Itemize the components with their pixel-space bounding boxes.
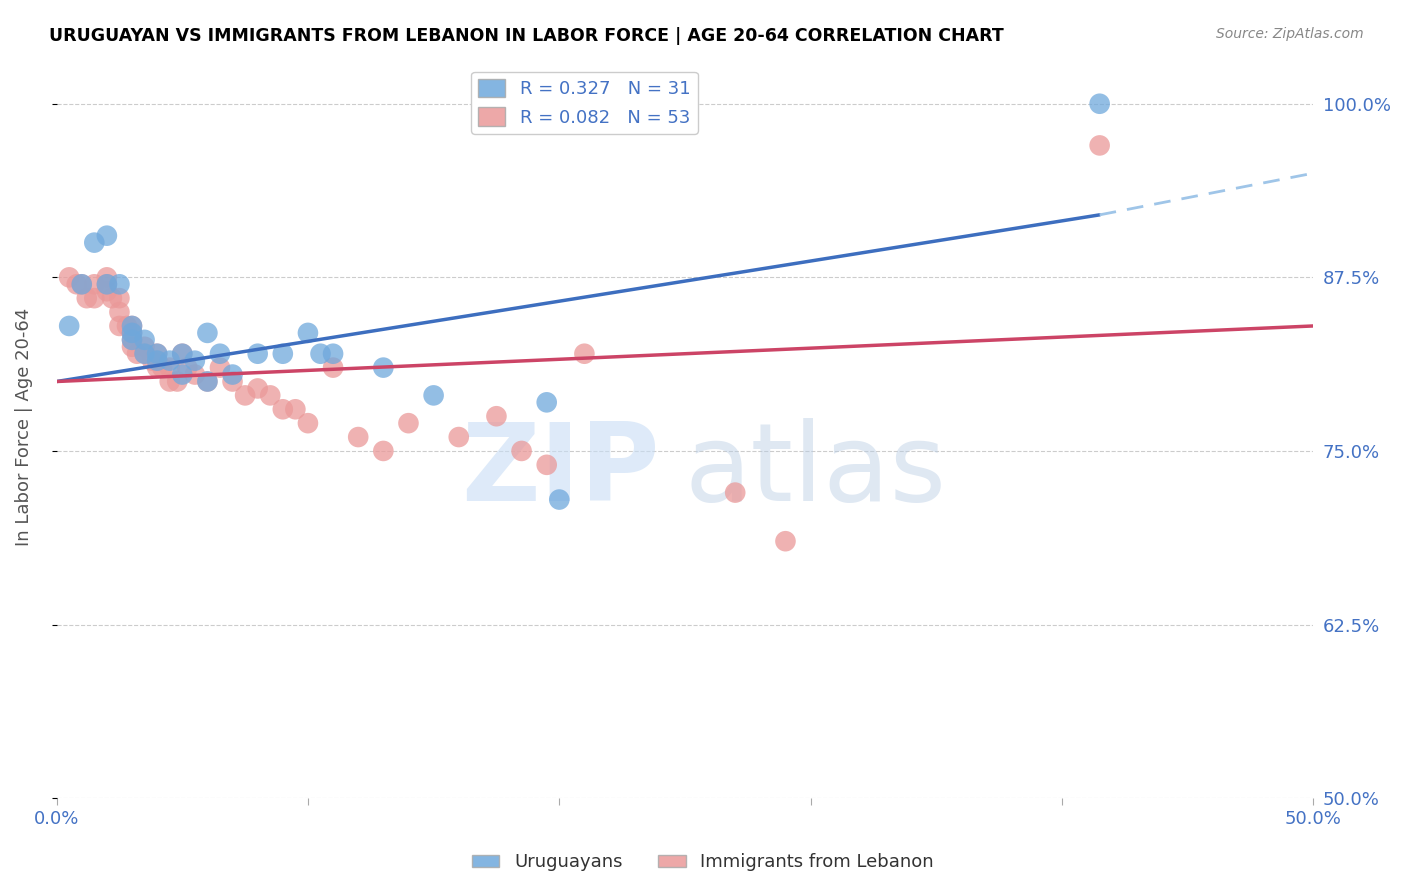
Point (96, 284, 118, 298)
Point (208, 360, 231, 375)
Point (146, 353, 169, 368)
Point (422, 388, 444, 402)
Point (724, 485, 747, 500)
Point (121, 333, 143, 347)
Text: Source: ZipAtlas.com: Source: ZipAtlas.com (1216, 27, 1364, 41)
Point (96, 277, 118, 292)
Point (134, 347, 156, 361)
Point (322, 360, 344, 375)
Point (146, 347, 169, 361)
Point (108, 305, 131, 319)
Point (121, 333, 143, 347)
Point (146, 360, 169, 375)
Legend: R = 0.327   N = 31, R = 0.082   N = 53: R = 0.327 N = 31, R = 0.082 N = 53 (471, 71, 697, 134)
Point (96, 270, 118, 285)
Point (83, 235, 105, 250)
Point (347, 430, 370, 444)
Point (83, 277, 105, 292)
Point (536, 395, 558, 409)
Point (146, 353, 169, 368)
Point (246, 347, 269, 361)
Point (221, 368, 243, 382)
Point (172, 347, 194, 361)
Point (166, 375, 188, 389)
Point (398, 416, 420, 430)
Point (101, 291, 124, 305)
Point (309, 347, 332, 361)
Point (510, 444, 533, 458)
Legend: Uruguayans, Immigrants from Lebanon: Uruguayans, Immigrants from Lebanon (465, 847, 941, 879)
Point (58, 270, 80, 285)
Point (121, 318, 143, 333)
Point (259, 388, 281, 402)
Point (297, 416, 319, 430)
Point (96, 277, 118, 292)
Point (322, 347, 344, 361)
Point (141, 353, 163, 368)
Point (96, 228, 118, 243)
Point (108, 318, 131, 333)
Point (208, 347, 231, 361)
Text: URUGUAYAN VS IMMIGRANTS FROM LEBANON IN LABOR FORCE | AGE 20-64 CORRELATION CHAR: URUGUAYAN VS IMMIGRANTS FROM LEBANON IN … (49, 27, 1004, 45)
Point (197, 375, 219, 389)
Point (108, 291, 131, 305)
Point (176, 360, 198, 375)
Y-axis label: In Labor Force | Age 20-64: In Labor Force | Age 20-64 (15, 308, 32, 546)
Point (159, 375, 181, 389)
Point (66, 277, 89, 292)
Point (76, 291, 98, 305)
Point (184, 368, 207, 382)
Point (574, 347, 596, 361)
Point (548, 492, 571, 507)
Point (121, 326, 143, 340)
Point (134, 340, 156, 354)
Point (297, 326, 319, 340)
Point (197, 375, 219, 389)
Point (197, 326, 219, 340)
Point (121, 318, 143, 333)
Point (159, 360, 181, 375)
Point (1088, 96, 1111, 111)
Point (115, 318, 138, 333)
Point (108, 277, 131, 292)
Point (58, 318, 80, 333)
Point (775, 534, 797, 549)
Point (373, 360, 395, 375)
Point (70, 277, 93, 292)
Point (233, 388, 256, 402)
Point (536, 458, 558, 472)
Point (83, 291, 105, 305)
Point (485, 409, 508, 424)
Point (373, 444, 395, 458)
Point (146, 347, 169, 361)
Point (121, 340, 143, 354)
Point (184, 353, 207, 368)
Point (172, 368, 194, 382)
Point (134, 333, 156, 347)
Point (221, 375, 243, 389)
Point (159, 353, 181, 368)
Point (134, 347, 156, 361)
Point (284, 402, 307, 417)
Point (150, 360, 173, 375)
Text: atlas: atlas (685, 418, 948, 524)
Point (271, 347, 294, 361)
Text: ZIP: ZIP (461, 418, 659, 524)
Point (121, 326, 143, 340)
Point (125, 347, 148, 361)
Point (246, 381, 269, 395)
Point (447, 430, 470, 444)
Point (271, 402, 294, 417)
Point (172, 347, 194, 361)
Point (1088, 138, 1111, 153)
Point (70, 277, 93, 292)
